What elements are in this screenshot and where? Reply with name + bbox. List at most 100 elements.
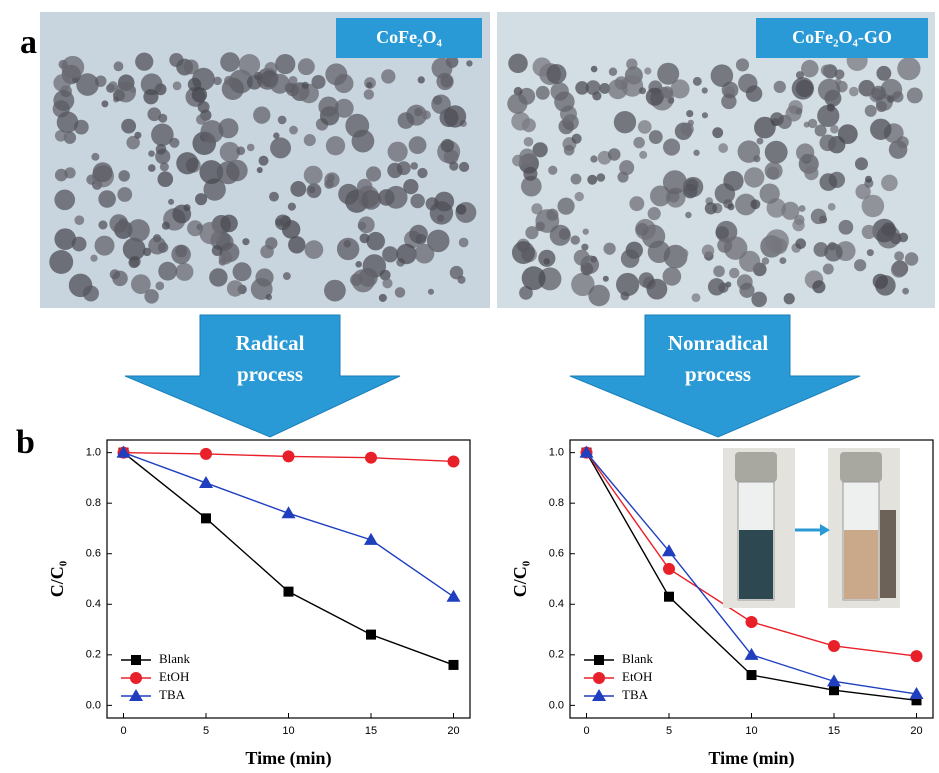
marker	[747, 670, 757, 680]
particle	[134, 132, 141, 139]
particle	[588, 285, 609, 306]
y-tick-label: 0.4	[86, 598, 101, 610]
particle	[905, 252, 918, 265]
marker	[663, 563, 675, 575]
particle	[712, 127, 723, 138]
particle	[236, 146, 245, 155]
particle	[382, 246, 398, 262]
particle	[288, 203, 296, 211]
particle	[849, 87, 859, 97]
particle	[415, 244, 435, 264]
particle	[557, 198, 574, 215]
particle	[717, 238, 732, 253]
particle	[897, 136, 909, 148]
particle	[608, 148, 621, 161]
y-tick-label: 0.0	[86, 699, 101, 711]
arrow-text: Radical	[236, 331, 305, 355]
particle	[619, 160, 634, 175]
legend-label: TBA	[622, 687, 649, 702]
particle	[635, 219, 656, 240]
particle	[765, 162, 783, 180]
particle	[772, 238, 788, 254]
particle	[318, 96, 338, 116]
particle	[345, 114, 369, 138]
particle	[171, 245, 191, 265]
particle	[396, 244, 416, 264]
y-tick-label: 0.6	[549, 548, 564, 560]
particle	[74, 215, 84, 225]
marker	[282, 506, 296, 518]
particle	[693, 150, 699, 156]
particle	[200, 120, 223, 143]
particle	[227, 280, 243, 296]
particle	[364, 89, 374, 99]
series-line	[124, 453, 454, 597]
particle	[217, 161, 240, 184]
particle	[668, 97, 675, 104]
particle	[91, 153, 99, 161]
particle	[808, 119, 817, 128]
particle	[434, 192, 454, 212]
x-tick-label: 20	[447, 725, 459, 737]
particle	[418, 76, 425, 83]
vial-cap	[735, 452, 777, 482]
particle	[799, 205, 806, 212]
particle	[324, 172, 339, 187]
x-tick-label: 10	[282, 725, 294, 737]
particle	[72, 237, 87, 252]
marker	[284, 587, 294, 597]
particle	[117, 187, 132, 202]
particle	[90, 255, 97, 262]
particle	[897, 57, 920, 80]
particle	[444, 105, 466, 127]
particle	[524, 137, 534, 147]
particle	[663, 267, 682, 286]
particle	[661, 86, 673, 98]
inset-photo	[723, 448, 900, 608]
particle	[290, 181, 306, 197]
particle	[907, 88, 923, 104]
particle	[266, 294, 272, 300]
legend-marker	[594, 655, 604, 665]
particle	[679, 249, 689, 259]
particle	[169, 53, 183, 67]
particle	[819, 173, 837, 191]
legend-label: Blank	[622, 651, 654, 666]
particle	[881, 175, 898, 192]
particle	[410, 162, 418, 170]
particle	[130, 87, 136, 93]
particle	[459, 238, 469, 248]
particle	[220, 52, 240, 72]
particle	[646, 88, 664, 106]
particle	[728, 203, 735, 210]
particle	[355, 261, 362, 268]
particle	[648, 207, 661, 220]
particle	[571, 235, 580, 244]
particle	[784, 293, 795, 304]
particle	[410, 194, 424, 208]
particle	[233, 262, 252, 281]
y-tick-label: 0.2	[549, 649, 564, 661]
marker	[828, 640, 840, 652]
particle	[838, 220, 853, 235]
particle	[456, 204, 466, 214]
particle	[575, 192, 584, 201]
particle	[93, 162, 113, 182]
particle	[711, 64, 734, 87]
particle	[98, 190, 116, 208]
x-tick-label: 15	[828, 725, 840, 737]
particle	[525, 226, 538, 239]
particle	[715, 226, 728, 239]
particle	[571, 174, 582, 185]
particle	[583, 228, 589, 234]
particle	[644, 67, 651, 74]
legend-label: EtOH	[622, 669, 652, 684]
particle	[224, 76, 234, 86]
particle	[366, 232, 385, 251]
particle	[681, 123, 694, 136]
particle	[114, 61, 124, 71]
particle	[507, 94, 527, 114]
particle	[123, 238, 146, 261]
particle	[344, 240, 352, 248]
particle	[736, 58, 749, 71]
